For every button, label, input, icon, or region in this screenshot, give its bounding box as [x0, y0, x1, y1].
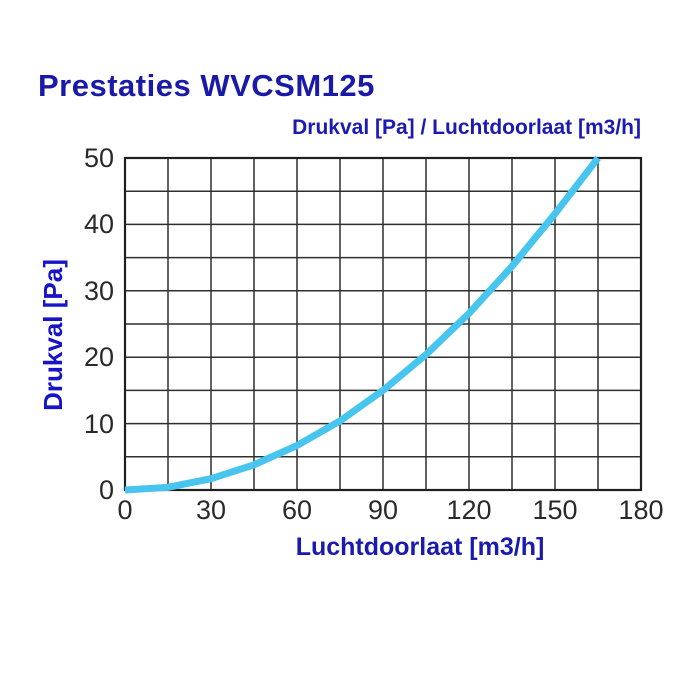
y-tick-label: 50	[83, 143, 114, 173]
y-tick-label: 30	[83, 275, 114, 306]
x-tick-label: 90	[367, 495, 399, 525]
x-tick-label: 120	[446, 495, 492, 525]
x-tick-label: 0	[117, 495, 133, 525]
chart-subtitle: Drukval [Pa] / Luchtdoorlaat [m3/h]	[292, 116, 641, 139]
x-tick-label: 180	[618, 495, 664, 525]
x-tick-label: 60	[281, 495, 313, 525]
y-tick-label: 40	[83, 209, 114, 240]
y-tick-label: 0	[98, 475, 114, 505]
y-tick-label: 10	[83, 408, 114, 439]
x-tick-label: 150	[532, 495, 578, 525]
chart-plot-area	[123, 155, 643, 494]
curve-pressure-drop-curve	[124, 155, 601, 494]
page-title: Prestaties WVCSM125	[38, 68, 375, 103]
plot-border	[123, 156, 643, 492]
y-tick-label: 20	[83, 342, 114, 373]
x-axis-title: Luchtdoorlaat [m3/h]	[295, 533, 545, 561]
x-tick-label: 30	[195, 495, 227, 525]
